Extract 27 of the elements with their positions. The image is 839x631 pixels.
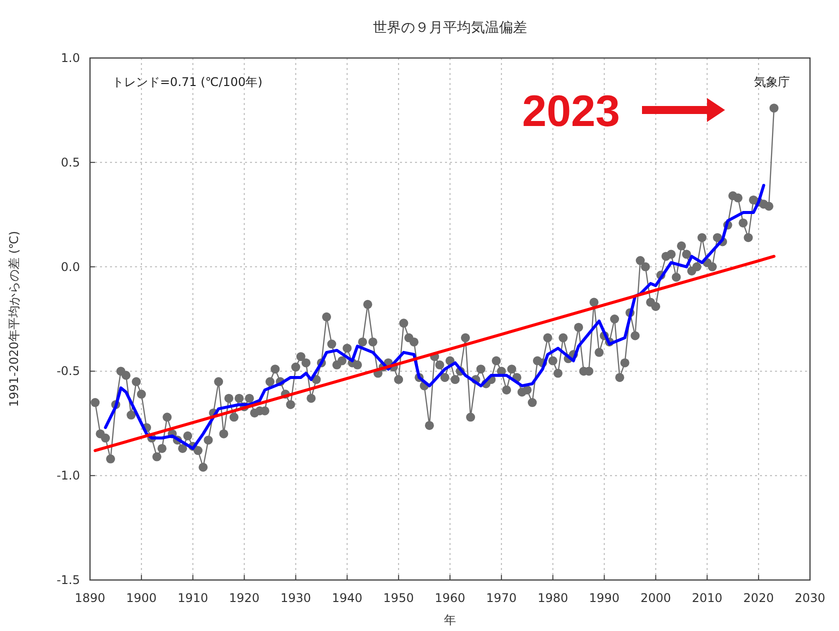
x-tick-label: 2020: [743, 591, 774, 605]
annotation: 2023: [522, 87, 620, 136]
annotation: 気象庁: [754, 75, 790, 89]
x-tick-label: 1990: [589, 591, 620, 605]
x-tick-label: 1950: [383, 591, 414, 605]
chart-title: 世界の９月平均気温偏差: [373, 20, 527, 36]
y-tick-label: -1.0: [56, 468, 80, 483]
x-tick-label: 1930: [280, 591, 311, 605]
y-tick-label: -0.5: [56, 364, 80, 378]
x-tick-label: 2030: [794, 591, 826, 605]
x-axis-title: 年: [444, 613, 456, 627]
x-tick-label: 1920: [229, 591, 260, 605]
x-tick-label: 1890: [74, 591, 106, 605]
y-tick-label: 1.0: [60, 51, 80, 65]
y-axis-title: 1991-2020年平均からの差 (℃): [7, 230, 21, 408]
x-tick-label: 2000: [640, 591, 671, 605]
x-tick-label: 1900: [126, 591, 157, 605]
x-tick-label: 1910: [178, 591, 208, 605]
x-tick-label: 1980: [538, 591, 568, 605]
x-tick-label: 2010: [692, 591, 722, 605]
y-tick-label: -1.5: [56, 573, 80, 587]
x-tick-label: 1940: [332, 591, 362, 605]
x-tick-label: 1970: [486, 591, 517, 605]
y-tick-label: 0.0: [60, 260, 80, 274]
annotation: トレンド=0.71 (℃/100年): [112, 75, 262, 89]
y-tick-label: 0.5: [60, 155, 80, 170]
x-tick-label: 1960: [434, 591, 466, 605]
